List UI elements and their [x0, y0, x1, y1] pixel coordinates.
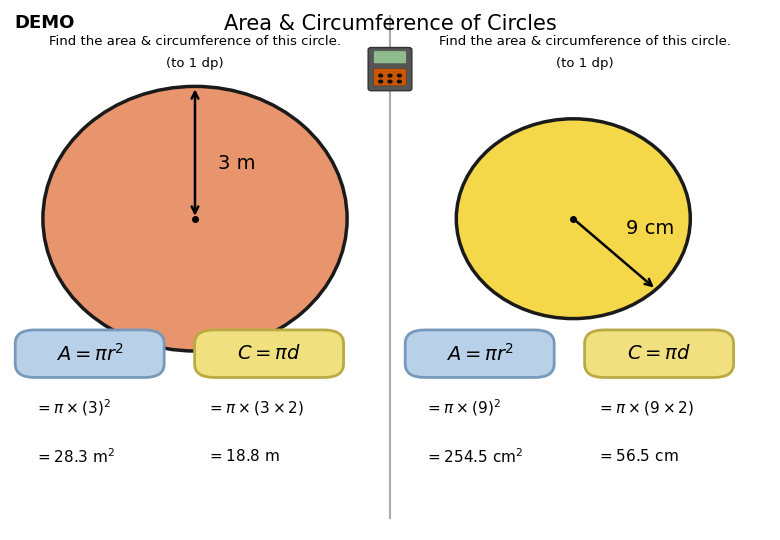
FancyBboxPatch shape [368, 48, 412, 91]
Ellipse shape [43, 86, 347, 351]
Text: Find the area & circumference of this circle.: Find the area & circumference of this ci… [439, 35, 731, 48]
Text: 3 m: 3 m [218, 154, 256, 173]
FancyBboxPatch shape [584, 330, 733, 377]
FancyBboxPatch shape [194, 330, 343, 377]
Text: (to 1 dp): (to 1 dp) [556, 57, 614, 70]
Text: $= \pi \times (9)^2$: $= \pi \times (9)^2$ [425, 397, 502, 418]
Text: $A = \pi r^2$: $A = \pi r^2$ [445, 343, 514, 364]
Text: $= 254.5\ \mathrm{cm}^2$: $= 254.5\ \mathrm{cm}^2$ [425, 447, 523, 465]
Text: 9 cm: 9 cm [626, 219, 674, 238]
FancyBboxPatch shape [374, 69, 406, 86]
Text: (to 1 dp): (to 1 dp) [166, 57, 224, 70]
Text: Area & Circumference of Circles: Area & Circumference of Circles [224, 14, 556, 33]
Circle shape [388, 74, 392, 77]
Text: Find the area & circumference of this circle.: Find the area & circumference of this ci… [49, 35, 341, 48]
FancyBboxPatch shape [374, 51, 406, 64]
Text: $= \pi \times (9 \times 2)$: $= \pi \times (9 \times 2)$ [597, 399, 694, 417]
Text: $= 28.3\ \mathrm{m}^2$: $= 28.3\ \mathrm{m}^2$ [35, 447, 115, 465]
Ellipse shape [456, 119, 690, 319]
Circle shape [398, 80, 401, 83]
Text: $C = \pi d$: $C = \pi d$ [627, 344, 691, 363]
FancyBboxPatch shape [16, 330, 165, 377]
Text: $= \pi \times (3)^2$: $= \pi \times (3)^2$ [35, 397, 112, 418]
Circle shape [379, 80, 382, 83]
Text: DEMO: DEMO [14, 14, 74, 31]
Circle shape [398, 74, 401, 77]
Circle shape [388, 80, 392, 83]
Text: $A = \pi r^2$: $A = \pi r^2$ [55, 343, 124, 364]
Circle shape [379, 74, 382, 77]
FancyBboxPatch shape [406, 330, 554, 377]
Text: $= 56.5\ \mathrm{cm}$: $= 56.5\ \mathrm{cm}$ [597, 448, 679, 464]
Text: $= 18.8\ \mathrm{m}$: $= 18.8\ \mathrm{m}$ [207, 448, 279, 464]
Text: $= \pi \times (3 \times 2)$: $= \pi \times (3 \times 2)$ [207, 399, 304, 417]
Text: $C = \pi d$: $C = \pi d$ [237, 344, 301, 363]
